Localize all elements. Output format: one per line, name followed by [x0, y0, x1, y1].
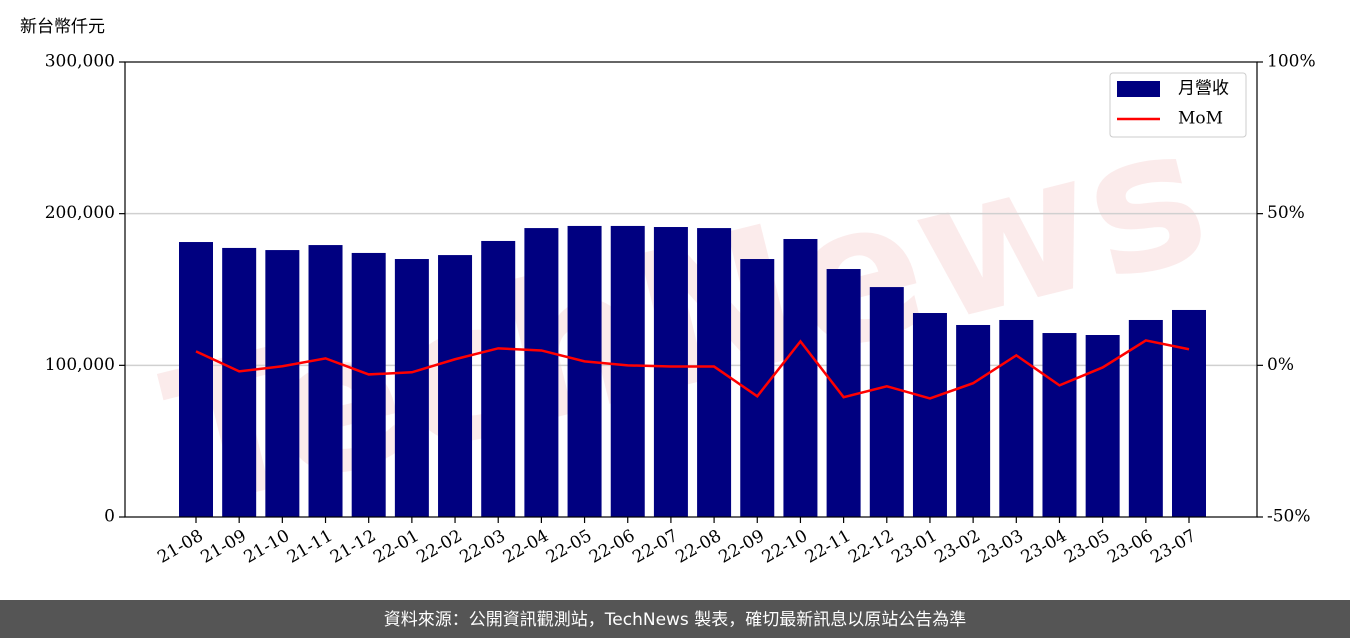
x-tick-label: 23-03 [975, 526, 1027, 568]
x-tick-label: 23-06 [1104, 526, 1156, 568]
x-tick-label: 22-08 [672, 526, 724, 568]
legend-swatch [1117, 81, 1160, 97]
bar [999, 319, 1034, 517]
x-tick-label: 22-11 [802, 526, 854, 568]
y-tick-label: 0 [104, 507, 115, 527]
bar [351, 252, 386, 517]
bar [783, 238, 818, 517]
bar [610, 225, 645, 517]
bar [481, 240, 516, 517]
x-tick-label: 23-07 [1147, 526, 1199, 568]
x-tick-label: 21-12 [327, 526, 379, 568]
footer-bar [0, 600, 1350, 638]
x-tick-label: 23-04 [1018, 526, 1070, 568]
x-tick-label: 22-04 [500, 526, 552, 568]
bar [524, 228, 559, 517]
x-tick-label: 22-02 [413, 526, 465, 568]
bar [826, 269, 861, 517]
bar [265, 250, 300, 518]
y-axis-label: 新台幣仟元 [20, 17, 105, 37]
footer: 資料來源：公開資訊觀測站，TechNews 製表，確切最新訊息以原站公告為準 [384, 610, 966, 630]
y2-tick-label: -50% [1267, 507, 1311, 527]
bar [222, 247, 257, 517]
x-tick-label: 23-01 [888, 526, 940, 568]
y-tick-label: 300,000 [45, 52, 115, 72]
y-tick-label: 200,000 [45, 203, 115, 223]
x-tick-label: 21-11 [284, 526, 336, 568]
y-tick-label: 100,000 [45, 355, 115, 375]
bar [179, 242, 213, 518]
bar [438, 255, 473, 518]
bar [653, 227, 688, 517]
x-tick-label: 22-12 [845, 526, 897, 568]
y2-tick-label: 50% [1267, 203, 1305, 223]
bar [956, 324, 991, 517]
legend-label: MoM [1178, 109, 1223, 129]
y2-tick-label: 100% [1267, 52, 1316, 72]
bar [912, 313, 947, 517]
x-tick-label: 23-02 [931, 526, 983, 568]
bar [869, 287, 904, 517]
mom-line [195, 339, 1190, 400]
x-tick-label: 22-01 [370, 526, 422, 568]
bar [394, 259, 429, 517]
x-tick-label: 23-05 [1061, 526, 1113, 568]
bar [1172, 309, 1206, 517]
legend-label: 月營收 [1178, 79, 1229, 99]
x-tick-label: 22-09 [716, 526, 768, 568]
y2-tick-label: 0% [1267, 355, 1294, 375]
bar [308, 245, 343, 518]
x-tick-label: 21-08 [154, 526, 206, 568]
plot-frame [124, 61, 1258, 518]
bar [1128, 319, 1163, 517]
bar [697, 228, 732, 517]
x-tick-label: 22-10 [759, 526, 811, 568]
bar [1085, 335, 1120, 517]
bar [567, 225, 602, 517]
x-tick-label: 22-06 [586, 526, 638, 568]
x-tick-label: 22-07 [629, 526, 681, 568]
bar [1042, 333, 1077, 517]
x-tick-label: 22-05 [543, 526, 595, 568]
x-tick-label: 22-03 [457, 526, 509, 568]
